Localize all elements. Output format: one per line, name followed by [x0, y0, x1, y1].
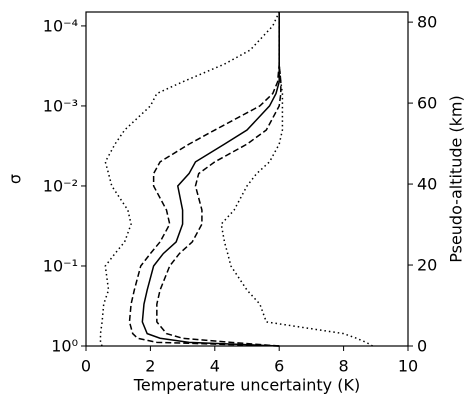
- x-tick-label: 10: [398, 357, 418, 376]
- y2-tick-label: 40: [417, 175, 437, 194]
- x-tick-label: 8: [339, 357, 349, 376]
- y-tick-label: 10⁻³: [43, 96, 78, 115]
- y-tick-label: 10⁰: [51, 337, 78, 356]
- x-tick-label: 0: [81, 357, 91, 376]
- profile-line: [99, 11, 280, 347]
- y-axis-label: σ: [6, 174, 25, 184]
- profile-line: [141, 12, 280, 347]
- x-tick-label: 2: [145, 357, 155, 376]
- y2-tick-label: 0: [417, 337, 427, 356]
- y-tick-label: 10⁻¹: [43, 256, 78, 275]
- x-tick-label: 4: [210, 357, 220, 376]
- y-tick-label: 10⁻⁴: [43, 16, 78, 35]
- y2-tick-label: 20: [417, 256, 437, 275]
- y2-tick-label: 80: [417, 13, 437, 32]
- x-tick-label: 6: [274, 357, 284, 376]
- plot-frame: [85, 11, 409, 347]
- y2-tick-label: 60: [417, 94, 437, 113]
- x-axis-label: Temperature uncertainty (K): [133, 376, 360, 395]
- profile-line: [128, 12, 280, 347]
- profile-line: [220, 12, 373, 347]
- y-tick-label: 10⁻²: [43, 176, 78, 195]
- y2-axis-label: Pseudo-altitude (km): [447, 95, 466, 263]
- profile-line: [156, 12, 282, 347]
